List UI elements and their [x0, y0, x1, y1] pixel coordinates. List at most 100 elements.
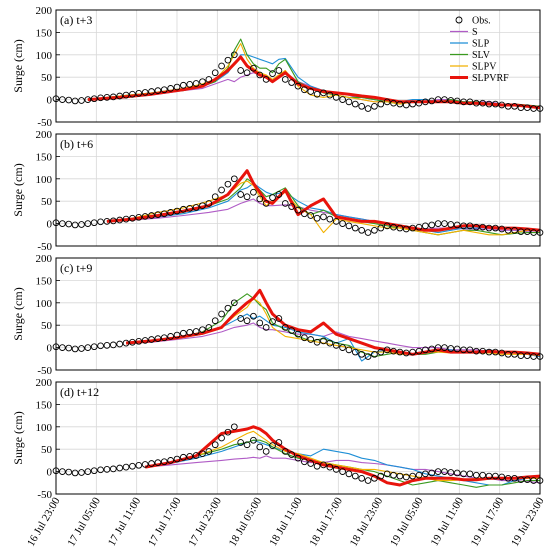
y-tick-label: 150 — [36, 399, 53, 411]
observation-point — [141, 213, 149, 220]
observation-point — [434, 96, 442, 103]
observation-point — [103, 218, 111, 225]
observation-point — [377, 472, 385, 480]
observation-point — [472, 471, 480, 479]
series-line-slpvrf — [87, 55, 541, 110]
observation-point — [523, 228, 531, 236]
y-tick-label: 50 — [41, 320, 53, 332]
observation-point — [167, 209, 174, 216]
x-tick-label: 18 Jul 17:00 — [307, 495, 345, 549]
observation-point — [466, 98, 474, 106]
series-line-slpv — [126, 297, 541, 357]
observation-point — [262, 76, 270, 83]
panel-2: -50 0 50 100 150 200 Surge (cm) (b) t+6 — [11, 129, 544, 253]
observation-point — [472, 99, 480, 107]
observation-point — [390, 99, 397, 107]
observation-point — [135, 461, 143, 469]
x-tick-label: 18 Jul 05:00 — [227, 495, 265, 549]
observation-point — [511, 226, 518, 234]
observation-point — [275, 315, 283, 322]
observation-point — [472, 223, 480, 231]
observation-point — [84, 96, 92, 103]
observation-point — [498, 349, 506, 357]
observation-point — [262, 324, 270, 331]
legend-marker — [455, 16, 463, 24]
panel-title: (d) t+12 — [60, 385, 99, 399]
observation-point — [422, 98, 429, 106]
observation-point — [485, 224, 493, 232]
observation-point — [288, 203, 295, 210]
plot-frame — [55, 133, 541, 247]
observation-point — [218, 310, 225, 318]
observation-point — [320, 337, 327, 345]
observation-point — [135, 337, 143, 345]
y-tick-label: 50 — [41, 196, 53, 208]
observation-point — [224, 56, 232, 64]
observation-point — [320, 213, 327, 221]
observation-point — [453, 221, 461, 229]
observation-point — [307, 460, 315, 467]
observation-point — [173, 455, 181, 463]
observation-point — [409, 224, 416, 232]
observation-point — [498, 473, 506, 481]
observation-point — [377, 348, 385, 356]
observation-point — [313, 90, 321, 98]
observation-point — [205, 76, 213, 83]
observation-point — [135, 89, 143, 97]
observation-point — [288, 451, 295, 458]
observation-point — [160, 210, 168, 218]
observation-point — [269, 70, 276, 77]
observation-point — [492, 100, 499, 108]
observation-point — [281, 448, 289, 455]
legend-label: SLP — [472, 39, 490, 50]
y-tick-label: 150 — [36, 27, 53, 39]
observation-point — [148, 460, 155, 467]
observation-point — [59, 344, 66, 351]
observation-point — [160, 458, 168, 466]
panel-3: -50 0 50 100 150 200 Surge (cm) (c) t+9 — [11, 253, 544, 377]
observation-point — [173, 207, 181, 215]
observation-point — [530, 353, 537, 360]
observation-point — [122, 215, 130, 223]
observation-point — [447, 221, 455, 228]
observation-point — [288, 327, 295, 334]
observation-point — [434, 344, 442, 351]
observation-point — [237, 67, 245, 74]
observation-point — [59, 96, 66, 103]
observation-point — [116, 216, 124, 224]
observation-point — [71, 345, 79, 353]
observation-point — [339, 220, 346, 227]
observation-point — [275, 191, 283, 198]
observation-point — [434, 468, 442, 475]
observation-point — [199, 326, 206, 334]
y-tick-label: 200 — [36, 377, 53, 389]
observation-point — [301, 210, 308, 218]
observation-point — [326, 91, 334, 99]
legend-entry-obs: Obs. — [455, 16, 491, 27]
observation-point — [492, 348, 499, 356]
legend-label: SLV — [472, 50, 491, 61]
observation-point — [479, 471, 487, 479]
observation-point — [65, 344, 73, 352]
observation-point — [517, 104, 525, 112]
observation-point — [71, 97, 79, 105]
observation-point — [192, 328, 200, 335]
observation-point — [351, 348, 359, 356]
y-tick-label: 50 — [41, 444, 53, 456]
x-tick-label: 18 Jul 11:00 — [267, 495, 305, 548]
observation-point — [224, 428, 232, 436]
observation-point — [71, 221, 79, 229]
observation-point — [326, 215, 334, 223]
observation-point — [396, 224, 404, 232]
observation-point — [78, 221, 85, 228]
observation-point — [409, 348, 416, 356]
observation-point — [453, 469, 461, 477]
observation-point — [281, 76, 289, 83]
observation-point — [447, 345, 455, 352]
observation-point — [332, 466, 340, 473]
observation-point — [97, 218, 104, 226]
observation-point — [148, 212, 155, 219]
observation-point — [447, 97, 455, 104]
observation-point — [504, 226, 512, 234]
observation-point — [358, 226, 366, 234]
